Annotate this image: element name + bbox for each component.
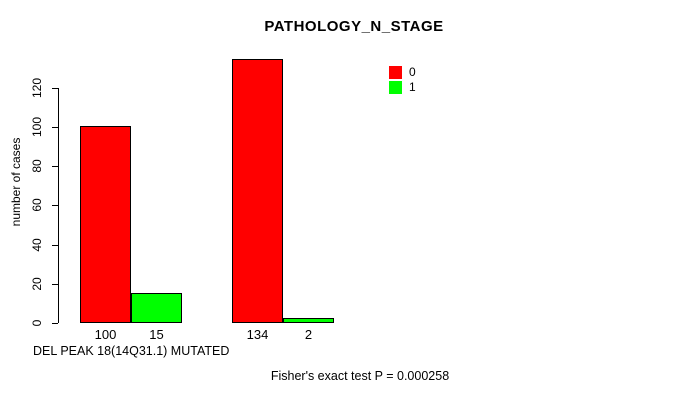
y-tick-label: 80 [30,159,44,173]
legend-item: 0 [389,66,416,79]
legend-item: 1 [389,81,416,94]
chart-title: PATHOLOGY_N_STAGE [264,18,444,35]
bar-value-label: 15 [149,327,164,342]
y-tick-mark [52,284,58,285]
bar-value-label: 100 [94,327,117,342]
x-axis-label: DEL PEAK 18(14Q31.1) MUTATED [33,344,230,358]
y-axis-line [58,88,59,323]
y-tick-mark [52,245,58,246]
y-tick-label: 60 [30,198,44,212]
y-tick-mark [52,323,58,324]
legend-label: 0 [409,65,416,79]
y-tick-label: 100 [30,116,44,138]
legend-swatch-icon [389,66,402,79]
y-tick-mark [52,166,58,167]
bar-series-1 [283,318,334,323]
stat-annotation: Fisher's exact test P = 0.000258 [270,369,450,383]
y-axis-label: number of cases [9,137,23,227]
y-tick-label: 20 [30,277,44,291]
legend-label: 1 [409,80,416,94]
y-tick-label: 120 [30,77,44,99]
bar-series-0 [80,126,131,323]
bar-series-0 [232,59,283,323]
bar-series-1 [131,293,182,323]
y-tick-mark [52,88,58,89]
y-tick-label: 40 [30,238,44,252]
y-tick-mark [52,205,58,206]
y-tick-label: 0 [30,319,44,327]
bar-value-label: 2 [304,327,313,342]
y-tick-mark [52,127,58,128]
legend-swatch-icon [389,81,402,94]
bar-value-label: 134 [246,327,269,342]
